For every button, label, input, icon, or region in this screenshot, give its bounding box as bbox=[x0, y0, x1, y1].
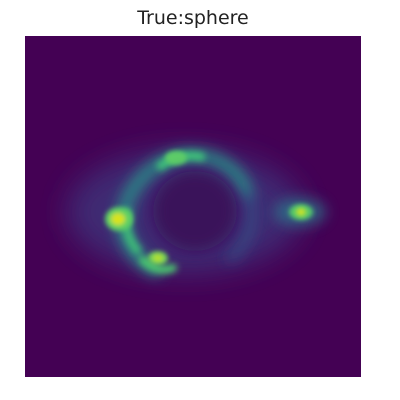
image-panel bbox=[25, 36, 361, 377]
lensed-image bbox=[25, 36, 361, 377]
image-title: True:sphere bbox=[137, 7, 249, 29]
lower-bright-spot bbox=[148, 251, 168, 265]
ring-interior bbox=[153, 171, 237, 251]
right-bright-spot bbox=[274, 198, 326, 226]
upper-bright-spot bbox=[165, 151, 187, 165]
left-bright-spot bbox=[105, 207, 133, 231]
